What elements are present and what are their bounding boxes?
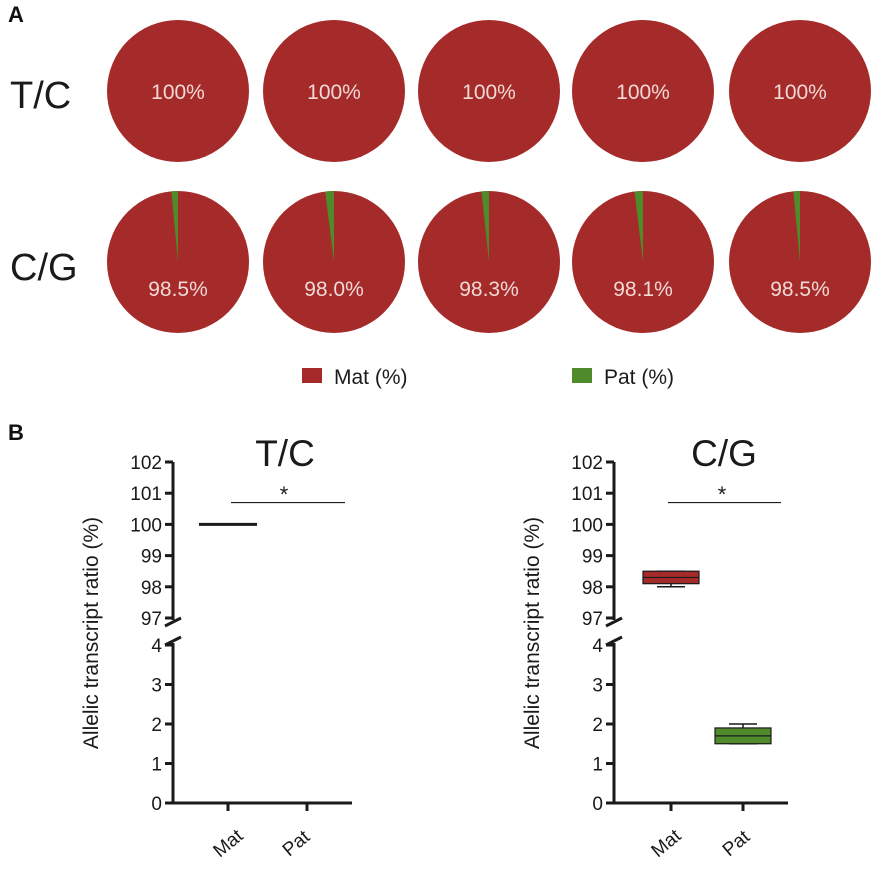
pie-slice-pat [481,190,489,262]
y-tick-label: 101 [571,484,603,505]
pie-row-label-cg: C/G [10,247,78,289]
boxplot-tc-ticks-upper: 97 98 99 100 101 102 [130,453,173,630]
pie-slice-mat [107,20,249,162]
y-tick-label: 99 [582,547,603,568]
boxplot-cg-marks [605,462,788,811]
y-tick-label: 3 [151,676,162,697]
y-tick-label: 100 [571,515,603,536]
y-tick-label: 98 [582,578,603,599]
pie-tc-2: 100% [263,20,405,162]
pie-value-label: 100% [307,81,361,104]
panel-label-a: A [8,2,24,27]
y-tick-label: 2 [592,715,603,736]
boxplot-cg-cat-mat: Mat [648,825,686,862]
pie-slice-mat [263,20,405,162]
boxplot-tc-ticks-lower: 0 1 2 3 4 [151,636,173,815]
pie-tc-3: 100% [418,20,560,162]
pie-tc-5: 100% [729,20,871,162]
pie-slice-mat [418,20,560,162]
y-tick-label: 0 [592,794,603,815]
boxplot-tc-marks [164,462,352,811]
pie-value-label: 98.1% [613,278,673,301]
boxplot-cg-title: C/G [691,433,757,474]
pie-value-label: 100% [151,81,205,104]
y-tick-label: 97 [582,609,603,630]
boxplot-tc-cat-pat: Pat [279,826,315,861]
pie-slice-pat [171,191,178,262]
axis-break-mark [605,616,623,628]
pie-value-label: 98.3% [459,278,519,301]
y-tick-label: 101 [130,484,162,505]
pie-slice-pat [634,191,643,262]
y-tick-label: 2 [151,715,162,736]
pie-slice-mat [729,20,871,162]
boxplot-tc-significance: * [280,482,289,507]
legend-label-mat: Mat (%) [334,366,408,389]
pie-tc-1: 100% [107,20,249,162]
pie-cg-5: 98.5% [729,191,871,333]
pie-slice-pat [325,191,334,262]
pie-cg-1: 98.5% [107,191,249,333]
y-tick-label: 99 [141,547,162,568]
legend-label-pat: Pat (%) [604,366,674,389]
legend-swatch-mat [302,368,322,383]
y-tick-label: 0 [151,794,162,815]
boxplot-cg: C/G Allelic transcript ratio (%) 97 98 99 1… [521,433,788,862]
y-tick-label: 97 [141,609,162,630]
boxplot-tc-cat-mat: Mat [210,825,248,862]
pie-value-label: 98.5% [148,278,208,301]
pie-cg-3: 98.3% [418,190,560,333]
pie-value-label: 98.0% [304,278,364,301]
pie-value-label: 100% [616,81,670,104]
y-tick-label: 102 [130,453,162,474]
pie-tc-4: 100% [572,20,714,162]
boxplot-cg-ticks-lower: 0 1 2 3 4 [592,636,614,815]
boxplot-tc-title: T/C [255,433,315,474]
y-tick-label: 98 [141,578,162,599]
pie-grid: 100% 100% 100% 100% 100% 98.5% 98.0% 98.3% 98.1%… [107,20,871,333]
pie-cg-4: 98.1% [572,191,714,333]
boxplot-cg-cat-pat: Pat [719,826,755,861]
boxplot-cg-ylabel: Allelic transcript ratio (%) [521,517,544,749]
legend-swatch-pat [572,368,592,383]
axis-break-mark [605,635,623,647]
pie-row-label-tc: T/C [10,75,71,117]
y-tick-label: 1 [592,755,603,776]
y-tick-label: 102 [571,453,603,474]
y-tick-label: 4 [592,636,603,657]
boxplot-cg-ticks-upper: 97 98 99 100 101 102 [571,453,614,630]
pie-cg-2: 98.0% [263,191,405,333]
y-tick-label: 3 [592,676,603,697]
boxplot-tc-ylabel: Allelic transcript ratio (%) [80,517,103,749]
pie-slice-mat [572,20,714,162]
boxplot-tc: T/C Allelic transcript ratio (%) 97 98 99 1… [80,433,352,862]
y-tick-label: 100 [130,515,162,536]
boxplot-cg-significance: * [718,482,727,507]
pie-value-label: 100% [773,81,827,104]
panel-label-b: B [8,420,24,445]
pie-value-label: 100% [462,81,516,104]
pie-slice-pat [793,191,800,262]
y-tick-label: 4 [151,636,162,657]
pie-value-label: 98.5% [770,278,830,301]
legend: Mat (%) Pat (%) [302,366,674,389]
axis-break-mark [164,616,182,628]
y-tick-label: 1 [151,755,162,776]
axis-break-mark [164,635,182,647]
